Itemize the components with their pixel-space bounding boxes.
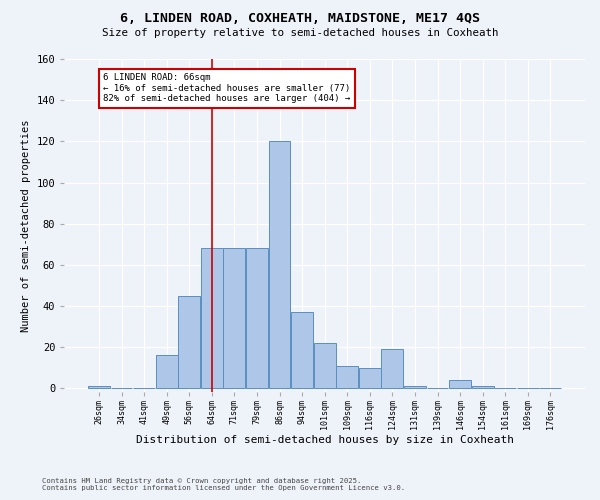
- X-axis label: Distribution of semi-detached houses by size in Coxheath: Distribution of semi-detached houses by …: [136, 435, 514, 445]
- Bar: [449, 380, 471, 388]
- Bar: [472, 386, 494, 388]
- Bar: [156, 356, 178, 388]
- Bar: [291, 312, 313, 388]
- Text: Size of property relative to semi-detached houses in Coxheath: Size of property relative to semi-detach…: [102, 28, 498, 38]
- Bar: [314, 343, 335, 388]
- Bar: [269, 142, 290, 388]
- Text: 6 LINDEN ROAD: 66sqm
← 16% of semi-detached houses are smaller (77)
82% of semi-: 6 LINDEN ROAD: 66sqm ← 16% of semi-detac…: [103, 74, 351, 103]
- Bar: [246, 248, 268, 388]
- Bar: [201, 248, 223, 388]
- Bar: [336, 366, 358, 388]
- Y-axis label: Number of semi-detached properties: Number of semi-detached properties: [21, 120, 31, 332]
- Text: 6, LINDEN ROAD, COXHEATH, MAIDSTONE, ME17 4QS: 6, LINDEN ROAD, COXHEATH, MAIDSTONE, ME1…: [120, 12, 480, 26]
- Bar: [382, 350, 403, 389]
- Bar: [223, 248, 245, 388]
- Bar: [88, 386, 110, 388]
- Bar: [178, 296, 200, 388]
- Bar: [404, 386, 426, 388]
- Text: Contains HM Land Registry data © Crown copyright and database right 2025.
Contai: Contains HM Land Registry data © Crown c…: [42, 478, 405, 491]
- Bar: [359, 368, 381, 388]
